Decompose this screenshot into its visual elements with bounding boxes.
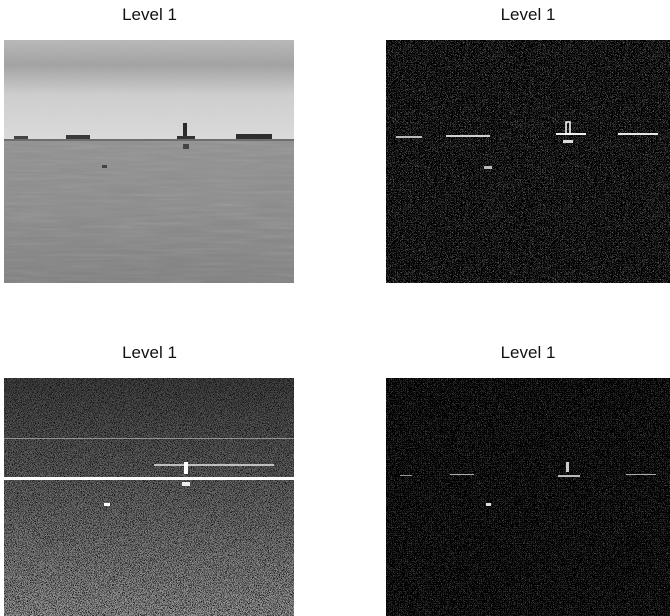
panel-approximation: Level 1: [4, 0, 295, 284]
panel-horizontal-detail: Level 1: [386, 0, 670, 284]
vertical-detail-image: [4, 378, 294, 616]
horizontal-detail-image: [386, 40, 670, 283]
panel-title: Level 1: [122, 5, 177, 24]
panel-title: Level 1: [500, 5, 556, 24]
panel-vertical-detail: Level 1: [4, 338, 295, 616]
diagonal-detail-image: [386, 378, 670, 616]
panel-title: Level 1: [122, 343, 177, 362]
panel-diagonal-detail: Level 1: [386, 338, 670, 616]
approximation-image: [4, 40, 294, 283]
panel-title: Level 1: [500, 343, 556, 362]
